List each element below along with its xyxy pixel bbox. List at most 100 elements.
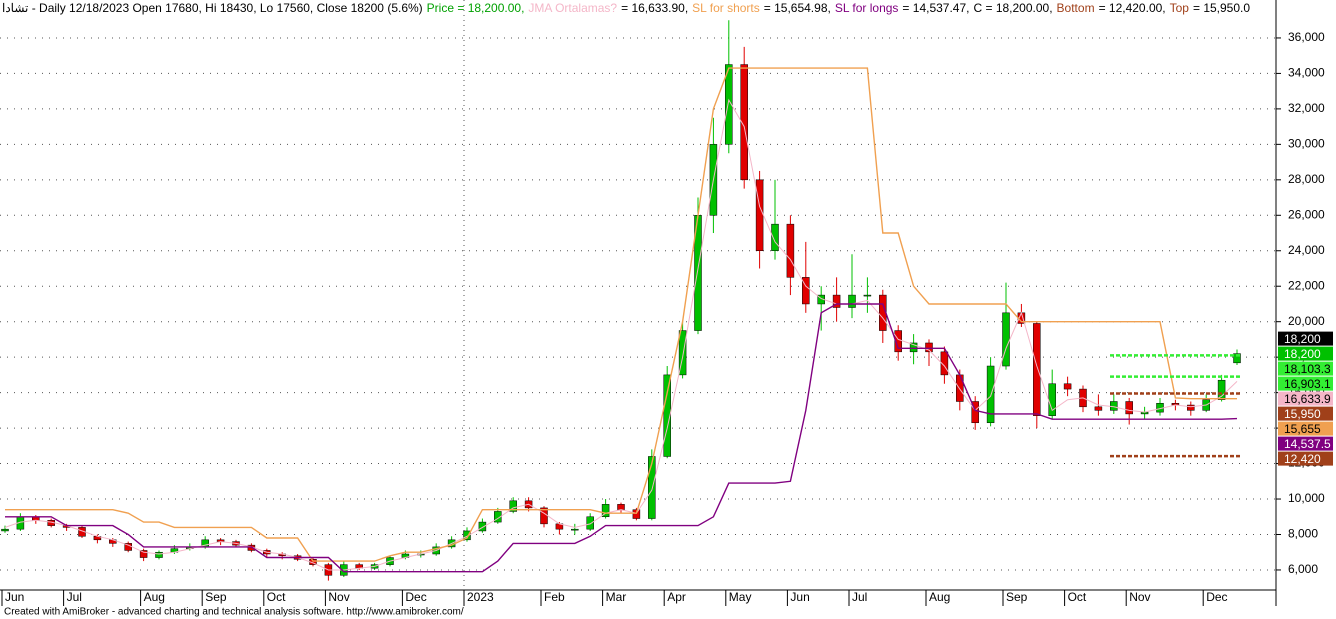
x-tick-label: Jun bbox=[5, 590, 24, 604]
candle-body bbox=[1110, 401, 1118, 411]
price-label-box bbox=[1278, 436, 1333, 451]
x-tick-label: Mar bbox=[606, 590, 627, 604]
y-tick-label: 6,000 bbox=[1288, 562, 1318, 576]
x-tick-label: Aug bbox=[144, 590, 165, 604]
price-label: 15,950 bbox=[1284, 407, 1321, 421]
candle-body bbox=[648, 456, 656, 519]
y-tick-label: 24,000 bbox=[1288, 243, 1325, 257]
indicator-line bbox=[5, 303, 1238, 573]
indicator-line bbox=[4, 98, 1238, 571]
price-label-box bbox=[1278, 346, 1333, 361]
candle-body bbox=[925, 342, 933, 353]
header-text: تشادا - Daily 12/18/2023 Open 17680, Hi … bbox=[2, 1, 423, 15]
candle-body bbox=[755, 179, 764, 252]
y-tick-label: 34,000 bbox=[1288, 66, 1325, 80]
header-text: = 15,950.0 bbox=[1192, 1, 1251, 15]
candle-body bbox=[1217, 379, 1226, 400]
y-tick-label: 8,000 bbox=[1288, 527, 1318, 541]
candle-body bbox=[986, 365, 995, 424]
y-tick-label: 20,000 bbox=[1288, 314, 1325, 328]
candle-body bbox=[1233, 353, 1241, 364]
x-tick-label: 2023 bbox=[467, 590, 494, 604]
header-text: C = 18,200.00, bbox=[973, 1, 1053, 15]
x-tick-label: Oct bbox=[1068, 590, 1087, 604]
y-tick-label: 10,000 bbox=[1288, 491, 1325, 505]
candle-body bbox=[586, 516, 594, 530]
candle-body bbox=[632, 509, 641, 519]
candle-body bbox=[971, 401, 979, 424]
price-label: 16,903.1 bbox=[1284, 377, 1331, 391]
candle-body bbox=[463, 530, 471, 541]
y-tick-label: 30,000 bbox=[1288, 137, 1325, 151]
x-tick-label: Jun bbox=[790, 590, 809, 604]
price-label-box bbox=[1278, 361, 1333, 376]
x-tick-label: Sep bbox=[205, 590, 227, 604]
candle-body bbox=[663, 374, 671, 457]
candle-body bbox=[139, 550, 148, 558]
candle-body bbox=[802, 277, 810, 305]
candle-body bbox=[571, 528, 579, 531]
candle-body bbox=[725, 64, 733, 145]
candle-body bbox=[863, 294, 872, 297]
indicator-line bbox=[5, 67, 1237, 562]
candle-body bbox=[832, 294, 841, 308]
price-label: 12,420 bbox=[1284, 452, 1321, 466]
candle-body bbox=[1063, 383, 1072, 390]
x-tick-label: Oct bbox=[267, 590, 286, 604]
y-tick-label: 32,000 bbox=[1288, 101, 1325, 115]
candle-body bbox=[478, 521, 487, 532]
candle-body bbox=[155, 551, 163, 558]
candle-body bbox=[509, 500, 517, 512]
price-label: 14,537.5 bbox=[1284, 437, 1331, 451]
legend-name: SL for shorts bbox=[692, 1, 760, 15]
candle-body bbox=[848, 294, 856, 308]
legend-value: = 16,633.90, bbox=[621, 1, 689, 15]
candle-body bbox=[1, 528, 9, 532]
x-tick-label: Dec bbox=[405, 590, 426, 604]
y-tick-label: 36,000 bbox=[1288, 30, 1325, 44]
x-tick-label: Jul bbox=[67, 590, 82, 604]
price-label-box bbox=[1278, 451, 1333, 466]
candle-body bbox=[617, 504, 625, 510]
candle-body bbox=[1033, 323, 1041, 416]
header-text: Bottom bbox=[1056, 1, 1095, 15]
candle-body bbox=[940, 351, 949, 376]
header-text: Top bbox=[1169, 1, 1189, 15]
x-tick-label: Sep bbox=[1006, 590, 1028, 604]
price-label-box bbox=[1278, 421, 1333, 436]
header-text: Price = 18,200.00, bbox=[426, 1, 525, 15]
price-label-box bbox=[1278, 376, 1333, 391]
x-tick-label: Nov bbox=[1129, 590, 1150, 604]
candle-body bbox=[786, 223, 795, 278]
x-tick-label: Aug bbox=[929, 590, 950, 604]
x-tick-label: Nov bbox=[328, 590, 349, 604]
x-tick-label: Feb bbox=[544, 590, 565, 604]
candle-body bbox=[771, 223, 779, 252]
legend-value: = 14,537.47, bbox=[902, 1, 970, 15]
candle-body bbox=[1002, 312, 1010, 367]
candle-body bbox=[1094, 406, 1103, 411]
candle-body bbox=[1125, 401, 1133, 415]
y-tick-label: 22,000 bbox=[1288, 278, 1325, 292]
x-tick-label: Jul bbox=[852, 590, 867, 604]
chart-header: تشادا - Daily 12/18/2023 Open 17680, Hi … bbox=[2, 1, 1250, 15]
header-text: = 12,420.00, bbox=[1098, 1, 1166, 15]
candle-body bbox=[678, 330, 687, 376]
price-label: 18,200 bbox=[1284, 332, 1321, 346]
x-tick-label: Apr bbox=[667, 590, 686, 604]
price-label: 18,200 bbox=[1284, 347, 1321, 361]
price-label-box bbox=[1278, 331, 1333, 346]
legend-name: SL for longs bbox=[834, 1, 899, 15]
candle-body bbox=[601, 504, 610, 518]
price-label-box bbox=[1278, 391, 1333, 406]
x-tick-label: Dec bbox=[1206, 590, 1227, 604]
price-label: 15,655 bbox=[1284, 422, 1321, 436]
y-tick-label: 28,000 bbox=[1288, 172, 1325, 186]
x-tick-label: May bbox=[729, 590, 752, 604]
price-label: 18,103.3 bbox=[1284, 362, 1331, 376]
footer: Created with AmiBroker - advanced charti… bbox=[4, 607, 464, 618]
candle-body bbox=[740, 64, 748, 181]
price-label-box bbox=[1278, 406, 1333, 421]
